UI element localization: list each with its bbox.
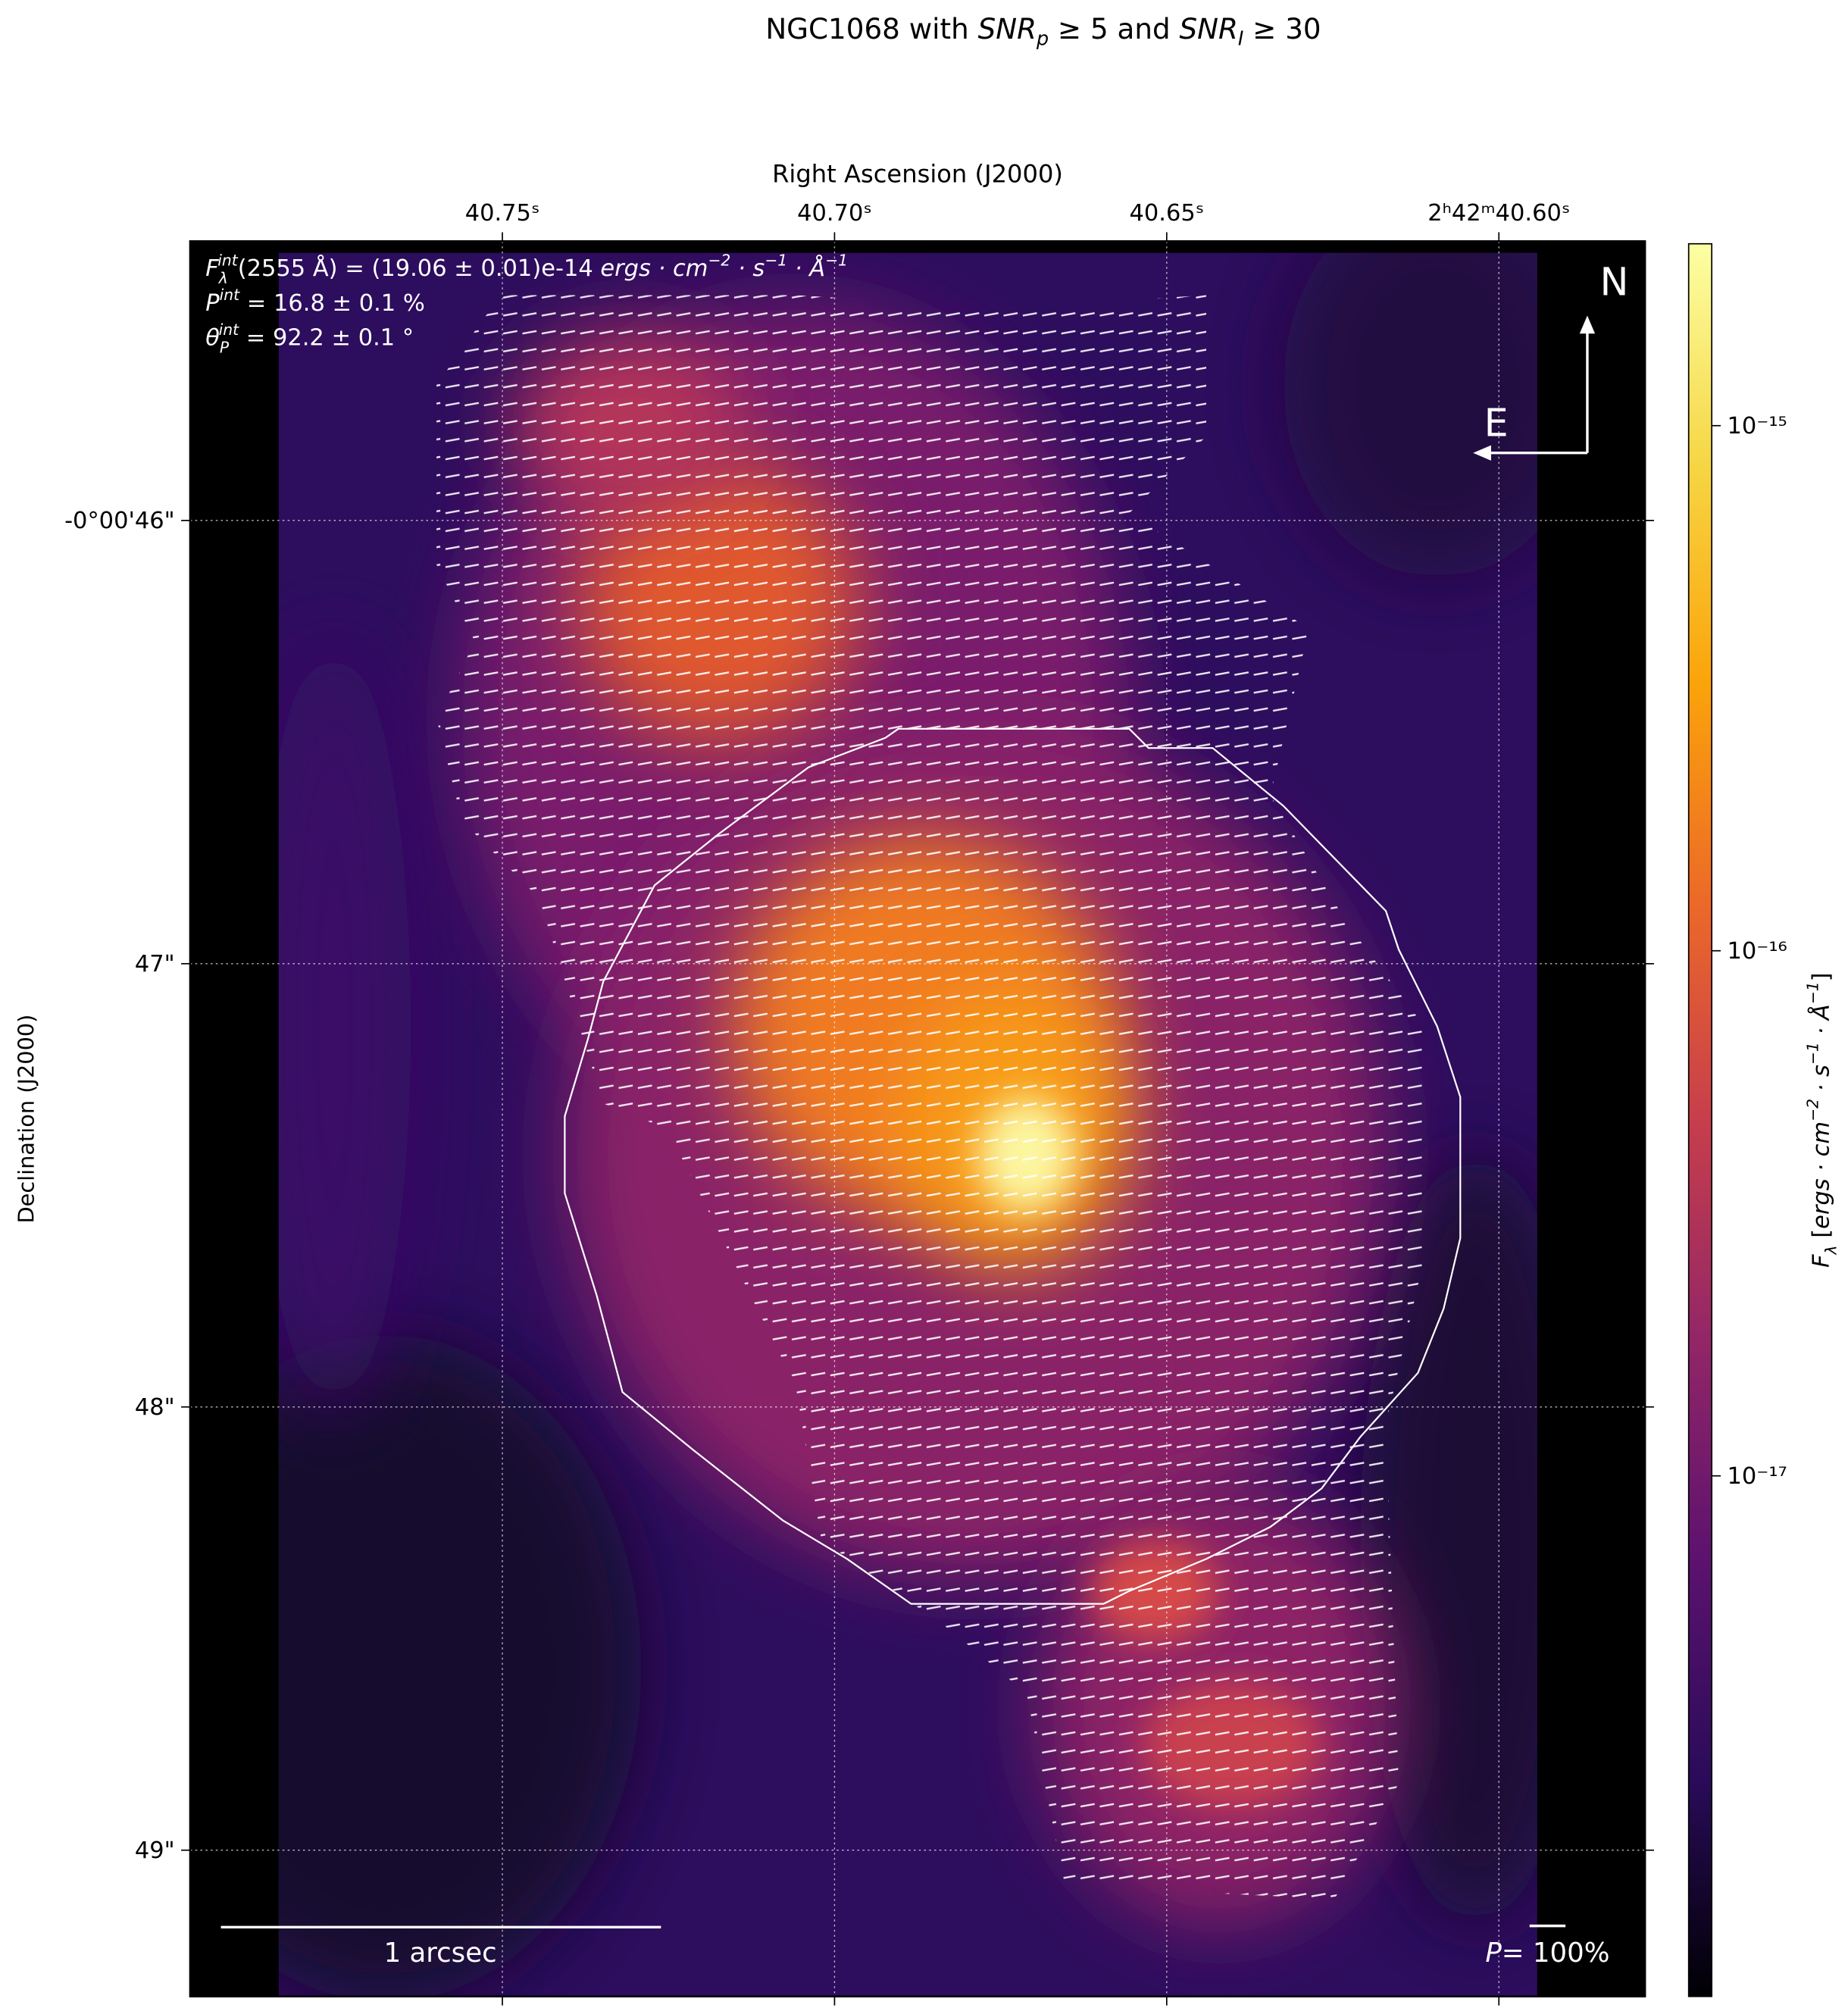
colorbar-tick-label: 10⁻¹⁵ (1727, 413, 1787, 439)
plot-frame (189, 240, 1646, 1998)
x-axis-label: Right Ascension (J2000) (772, 159, 1063, 188)
chart-title: NGC1068 with SNRp ≥ 5 and SNRI ≥ 30 (765, 12, 1321, 49)
y-tick-label: -0°00'46" (64, 508, 175, 534)
y-tick-label: 47" (135, 951, 175, 977)
x-tick-label: 40.70ˢ (797, 200, 872, 227)
angle-annotation: θPint = 92.2 ± 0.1 ° (205, 321, 414, 357)
y-tick-label: 49" (135, 1838, 175, 1864)
flux-annotation: Fλint(2555 Å) = (19.06 ± 0.01)e-14 ergs … (205, 252, 848, 288)
colorbar (1687, 242, 1713, 1997)
y-tick-label: 48" (135, 1394, 175, 1421)
x-tick-label: 2ʰ42ᵐ40.60ˢ (1427, 200, 1570, 227)
y-axis-label: Declination (J2000) (13, 1015, 39, 1224)
north-label: N (1599, 259, 1628, 304)
polarization-annotation: Pint = 16.8 ± 0.1 % (205, 286, 425, 317)
east-label: E (1484, 401, 1509, 446)
x-tick-label: 40.75ˢ (465, 200, 540, 227)
x-tick-label: 40.65ˢ (1130, 200, 1205, 227)
colorbar-label: Fλ [ergs · cm−2 · s−1 · Å−1] (1804, 972, 1840, 1268)
compass (1473, 315, 1596, 461)
vector-scale-label: P= 100% (1485, 1938, 1609, 1969)
colorbar-tick-label: 10⁻¹⁶ (1727, 938, 1787, 965)
grid (189, 241, 1646, 1997)
scale-bar-label: 1 arcsec (384, 1938, 497, 1969)
colorbar-tick-label: 10⁻¹⁷ (1727, 1463, 1787, 1490)
intensity-map (278, 252, 1537, 1997)
